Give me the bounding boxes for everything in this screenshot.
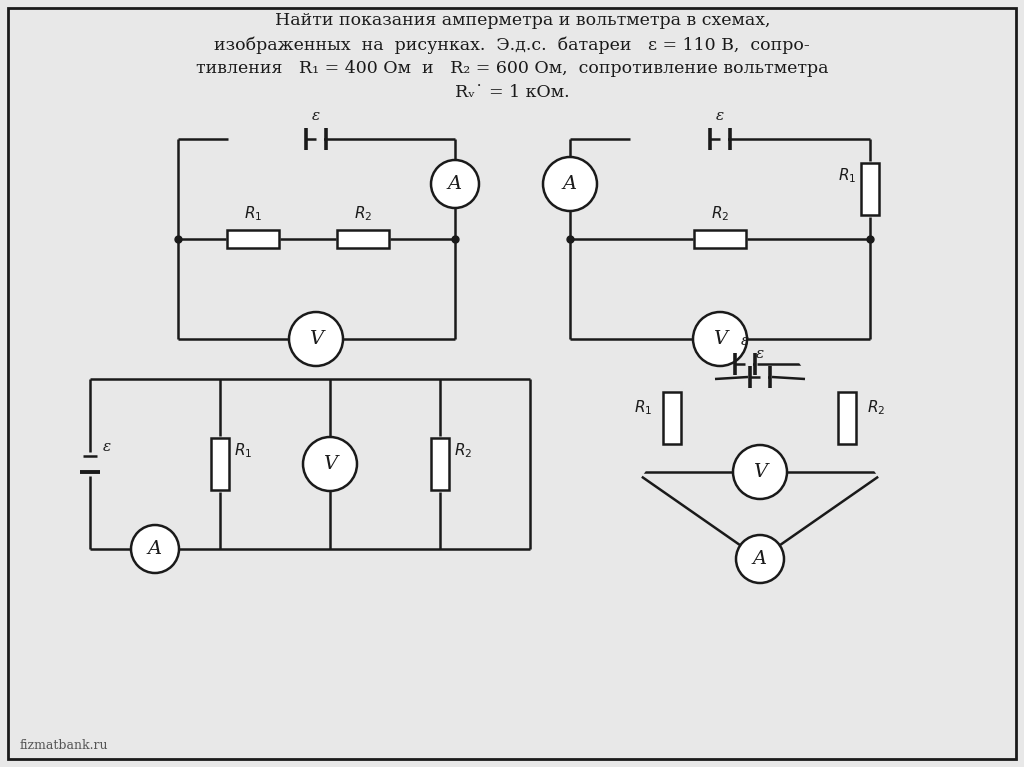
Bar xyxy=(431,438,449,490)
Text: $R_1$: $R_1$ xyxy=(634,399,652,417)
Bar xyxy=(694,230,746,248)
Text: fizmatbank.ru: fizmatbank.ru xyxy=(20,739,109,752)
Text: $R_2$: $R_2$ xyxy=(454,442,472,460)
Circle shape xyxy=(543,157,597,211)
Circle shape xyxy=(289,312,343,366)
Text: ε: ε xyxy=(103,440,112,454)
Bar xyxy=(861,163,879,215)
Text: $R_1$: $R_1$ xyxy=(244,204,262,223)
Text: $R_1$: $R_1$ xyxy=(838,166,856,186)
Circle shape xyxy=(303,437,357,491)
Text: A: A xyxy=(147,540,162,558)
Text: изображенных  на  рисунках.  Э.д.с.  батареи   ε = 110 В,  сопро-: изображенных на рисунках. Э.д.с. батареи… xyxy=(214,36,810,54)
Text: A: A xyxy=(753,550,767,568)
Text: A: A xyxy=(563,175,578,193)
Text: A: A xyxy=(447,175,462,193)
Text: Rᵥ˙ = 1 кОм.: Rᵥ˙ = 1 кОм. xyxy=(455,84,569,101)
Text: V: V xyxy=(309,330,323,348)
Text: тивления   R₁ = 400 Ом  и   R₂ = 600 Ом,  сопротивление вольтметра: тивления R₁ = 400 Ом и R₂ = 600 Ом, сопр… xyxy=(196,60,828,77)
Circle shape xyxy=(733,445,787,499)
Text: $R_2$: $R_2$ xyxy=(354,204,372,223)
Text: $R_2$: $R_2$ xyxy=(867,399,886,417)
Bar xyxy=(227,230,279,248)
Circle shape xyxy=(131,525,179,573)
Text: $R_2$: $R_2$ xyxy=(711,204,729,223)
Text: V: V xyxy=(713,330,727,348)
Circle shape xyxy=(431,160,479,208)
Text: ε: ε xyxy=(716,109,724,123)
Text: Найти показания амперметра и вольтметра в схемах,: Найти показания амперметра и вольтметра … xyxy=(253,12,771,29)
Text: ε: ε xyxy=(312,109,321,123)
Text: ε: ε xyxy=(756,347,764,361)
Text: ε: ε xyxy=(741,334,750,348)
Bar xyxy=(337,230,389,248)
Circle shape xyxy=(693,312,746,366)
Bar xyxy=(663,392,681,444)
Circle shape xyxy=(736,535,784,583)
Text: V: V xyxy=(753,463,767,481)
Text: $R_1$: $R_1$ xyxy=(234,442,252,460)
Bar xyxy=(211,438,229,490)
Text: V: V xyxy=(323,455,337,473)
Bar xyxy=(838,392,856,444)
